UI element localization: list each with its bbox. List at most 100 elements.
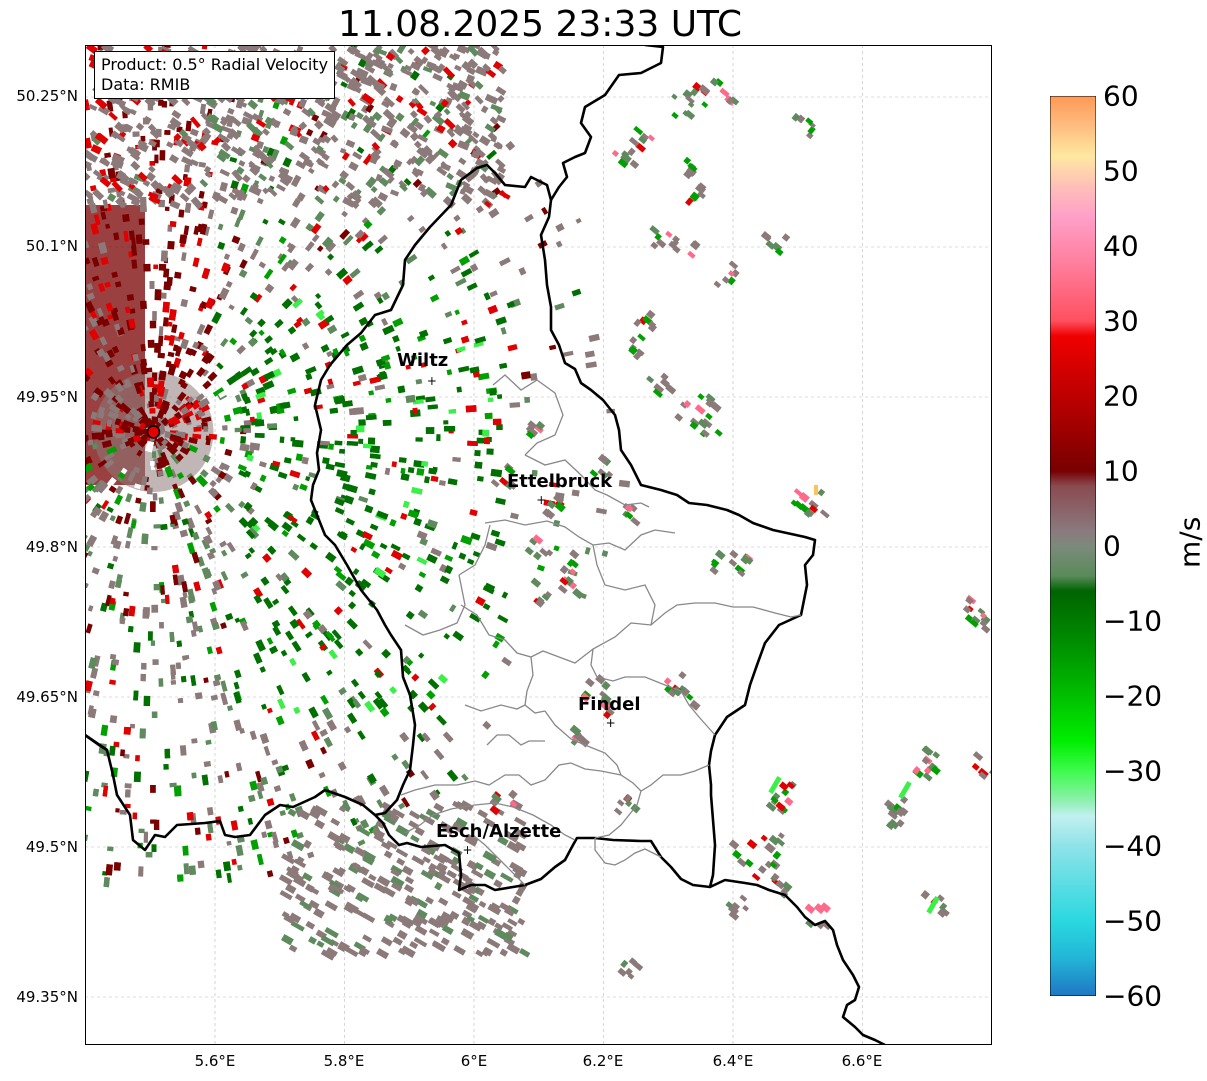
echo-bin xyxy=(255,140,265,150)
echo-bin xyxy=(444,311,453,318)
echo-bin xyxy=(131,237,137,248)
echo-bin xyxy=(403,884,415,894)
echo-bin xyxy=(222,425,228,431)
echo-bin xyxy=(769,861,778,869)
echo-bin xyxy=(308,936,317,945)
echo-bin xyxy=(380,841,392,851)
echo-bin xyxy=(685,197,694,207)
echo-bin xyxy=(203,165,212,174)
echo-bin xyxy=(520,371,531,380)
echo-bin xyxy=(123,512,132,525)
echo-bin xyxy=(141,662,147,670)
echo-bin xyxy=(460,928,475,940)
echo-bin xyxy=(744,858,754,868)
lon-tick-label: 6.6°E xyxy=(841,1052,883,1070)
echo-bin xyxy=(199,301,208,309)
echo-bin xyxy=(395,95,404,104)
echo-bin xyxy=(169,782,177,788)
echo-bin xyxy=(467,58,479,70)
echo-bin xyxy=(255,386,266,396)
echo-bin xyxy=(370,461,378,468)
echo-bin xyxy=(134,428,143,436)
echo-bin xyxy=(737,569,746,578)
echo-bin xyxy=(145,171,156,182)
echo-bin xyxy=(230,206,239,215)
echo-bin xyxy=(148,401,155,408)
echo-bin xyxy=(505,141,516,151)
echo-bin xyxy=(202,534,213,546)
echo-bin xyxy=(442,731,454,743)
echo-bin xyxy=(489,902,501,912)
echo-bin xyxy=(231,169,243,182)
echo-bin xyxy=(263,268,274,280)
echo-bin xyxy=(819,902,832,914)
lat-tick-label: 49.95°N xyxy=(16,388,78,406)
echo-bin xyxy=(408,810,421,820)
echo-bin xyxy=(309,542,319,551)
echo-bin xyxy=(307,167,315,175)
echo-bin xyxy=(205,437,211,446)
echo-bin xyxy=(85,240,90,249)
echo-bin xyxy=(937,908,947,918)
echo-bin xyxy=(751,872,761,882)
radar-site-marker[interactable] xyxy=(146,425,161,439)
echo-bin xyxy=(128,318,136,329)
echo-bin xyxy=(314,301,323,310)
echo-bin xyxy=(403,178,412,186)
echo-bin xyxy=(139,300,147,310)
echo-bin xyxy=(182,592,188,599)
echo-bin xyxy=(207,371,218,382)
radar-map[interactable]: ++++ xyxy=(85,45,992,1045)
echo-bin xyxy=(529,537,538,546)
echo-bin xyxy=(415,908,428,920)
echo-bin xyxy=(89,202,98,214)
echo-bin xyxy=(235,844,244,857)
echo-bin xyxy=(160,585,165,595)
echo-bin xyxy=(287,326,297,335)
echo-bin xyxy=(106,446,118,456)
echo-bin xyxy=(279,889,293,901)
echo-bin xyxy=(181,96,191,107)
echo-bin xyxy=(765,801,777,812)
echo-bin xyxy=(113,97,127,108)
echo-bin xyxy=(177,874,184,882)
echo-bin xyxy=(254,45,263,49)
echo-bin xyxy=(361,92,375,105)
echo-bin xyxy=(115,808,120,813)
echo-bin xyxy=(173,137,184,148)
echo-bin xyxy=(457,90,471,101)
echo-bin xyxy=(283,457,292,464)
echo-bin xyxy=(90,222,100,235)
echo-bin xyxy=(484,412,493,419)
echo-bin xyxy=(442,66,455,79)
echo-bin xyxy=(258,461,267,468)
echo-bin xyxy=(447,138,458,149)
echo-bin xyxy=(143,115,152,125)
echo-bin xyxy=(617,157,629,169)
echo-bin xyxy=(727,276,736,286)
echo-bin xyxy=(158,199,166,208)
echo-bin xyxy=(687,101,695,108)
echo-bin xyxy=(301,317,311,327)
echo-bin xyxy=(817,488,826,497)
echo-bin xyxy=(469,509,478,517)
echo-bin xyxy=(291,640,302,653)
echo-bin xyxy=(351,907,367,919)
echo-bin xyxy=(808,499,819,510)
echo-bin xyxy=(493,879,503,889)
echo-bin xyxy=(388,913,398,923)
echo-bin xyxy=(149,461,155,466)
echo-bin xyxy=(119,809,127,815)
echo-bin xyxy=(683,156,692,165)
echo-bin xyxy=(305,373,313,381)
echo-bin xyxy=(350,121,358,130)
echo-bin xyxy=(93,387,105,398)
map-panel[interactable]: + + + + xyxy=(85,45,992,1045)
echo-bin xyxy=(203,323,214,336)
echo-bin xyxy=(333,639,344,650)
echo-bin xyxy=(988,769,992,778)
echo-bin xyxy=(416,556,428,566)
echo-bin xyxy=(219,540,227,548)
echo-bin xyxy=(384,566,393,575)
echo-bin xyxy=(183,415,192,424)
